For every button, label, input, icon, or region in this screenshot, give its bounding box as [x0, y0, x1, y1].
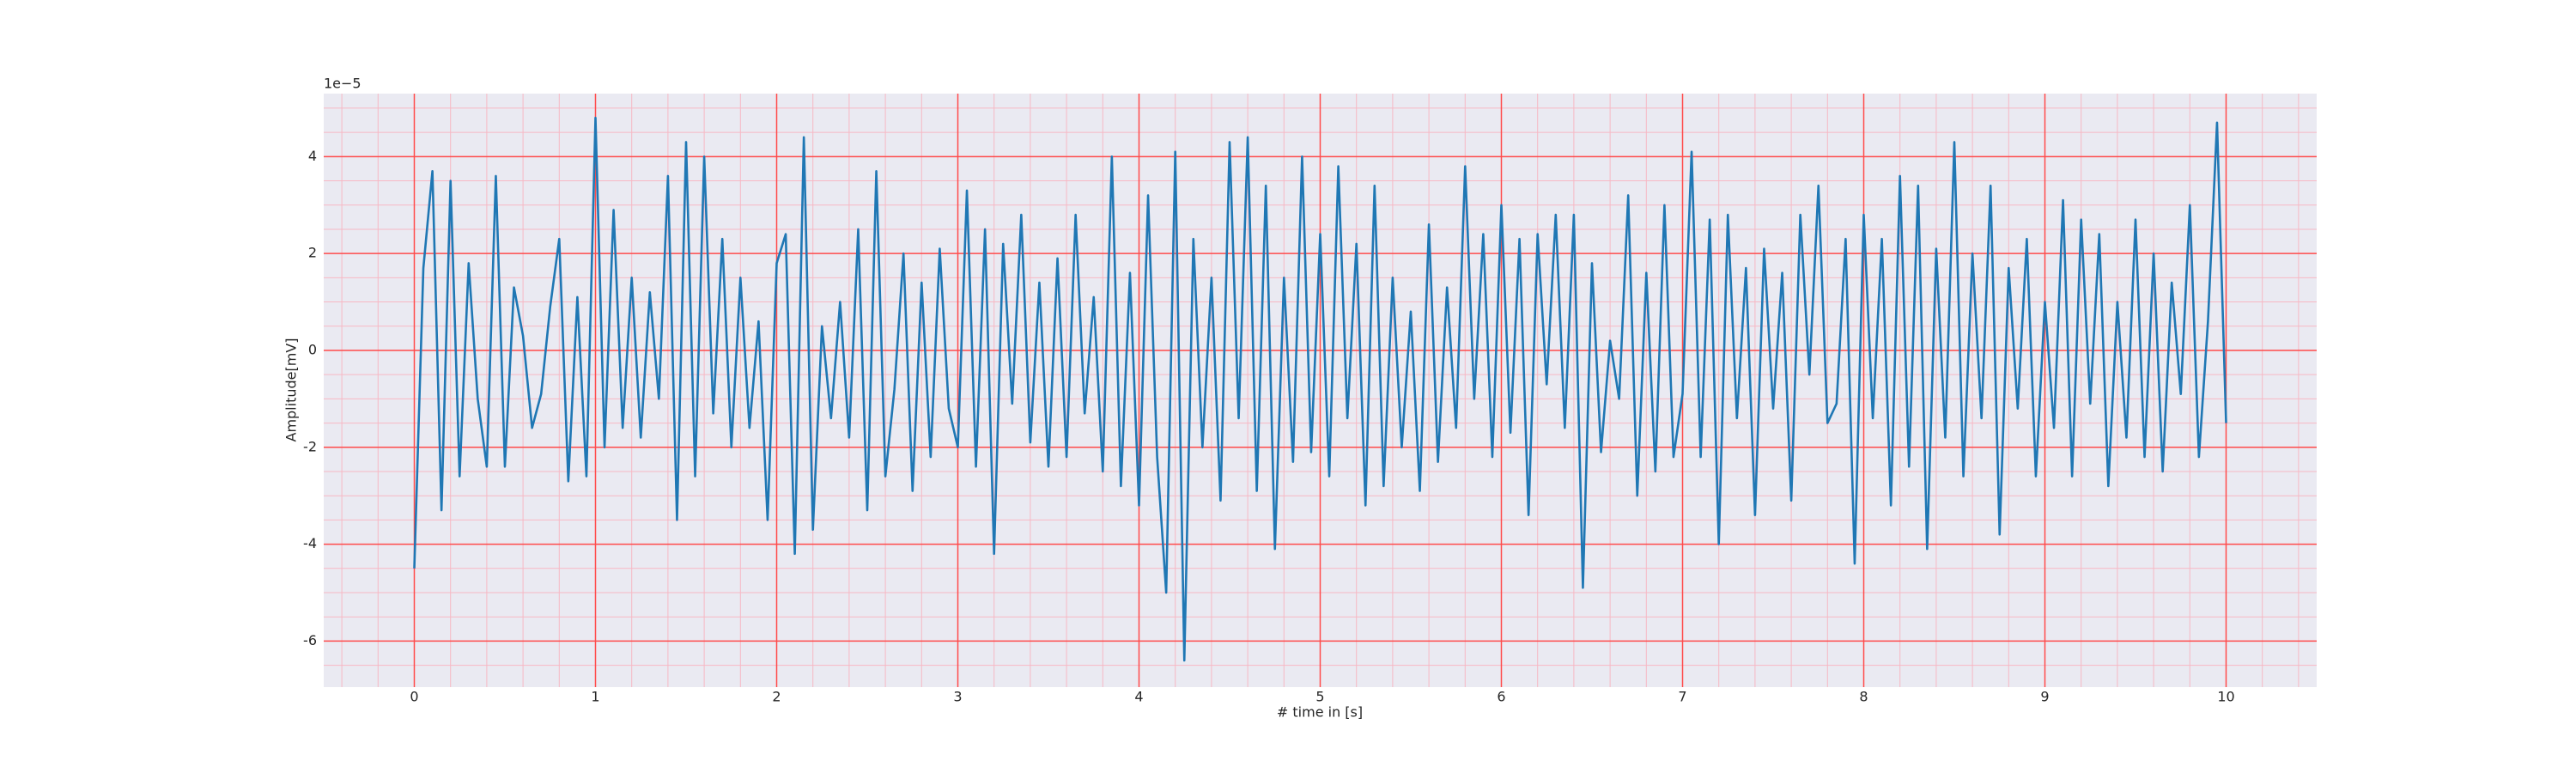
x-tick-label: 7: [1678, 689, 1686, 705]
y-tick-label: -6: [303, 632, 317, 648]
y-tick-label: 4: [308, 148, 317, 164]
y-tick-label: 0: [308, 341, 317, 357]
y-offset-label: 1e−5: [324, 76, 361, 92]
x-tick-label: 2: [772, 689, 781, 705]
y-axis-label: Amplitude[mV]: [283, 338, 300, 441]
x-tick-label: 5: [1315, 689, 1324, 705]
y-tick-label: -4: [303, 535, 317, 551]
x-tick-label: 8: [1859, 689, 1868, 705]
x-tick-label: 1: [591, 689, 599, 705]
y-tick-label: -2: [303, 438, 317, 454]
x-tick-label: 0: [410, 689, 418, 705]
y-tick-label: 2: [308, 245, 317, 261]
x-tick-label: 9: [2040, 689, 2049, 705]
x-tick-label: 4: [1134, 689, 1143, 705]
x-axis-label: # time in [s]: [1277, 704, 1363, 721]
signal-line: [413, 116, 2227, 662]
x-tick-label: 6: [1497, 689, 1505, 705]
x-tick-label: 3: [953, 689, 962, 705]
x-tick-label: 10: [2217, 689, 2234, 705]
